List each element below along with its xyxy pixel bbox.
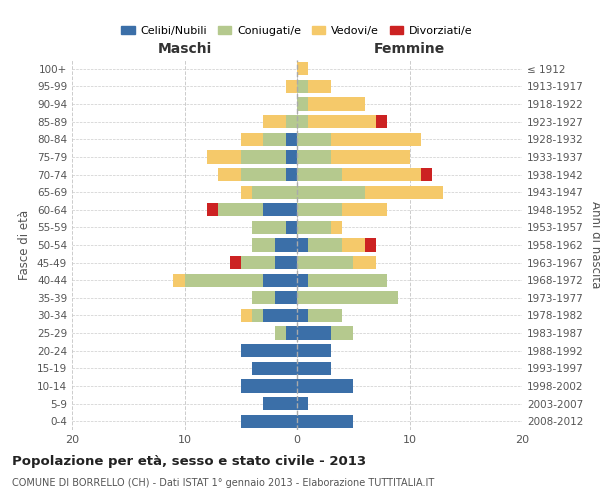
Text: Popolazione per età, sesso e stato civile - 2013: Popolazione per età, sesso e stato civil… [12,455,366,468]
Bar [252,186,297,198]
Bar [331,150,409,164]
Bar [252,291,275,304]
Bar [241,186,252,198]
Bar [241,380,297,392]
Bar [297,344,331,358]
Bar [252,362,297,375]
Bar [241,344,297,358]
Bar [263,115,286,128]
Bar [297,98,308,110]
Bar [297,326,331,340]
Bar [308,98,365,110]
Bar [308,80,331,93]
Bar [286,150,297,164]
Bar [263,274,297,287]
Legend: Celibi/Nubili, Coniugati/e, Vedovi/e, Divorziati/e: Celibi/Nubili, Coniugati/e, Vedovi/e, Di… [117,21,477,40]
Bar [331,221,342,234]
Bar [421,168,432,181]
Bar [342,238,365,252]
Bar [275,291,297,304]
Bar [297,115,308,128]
Bar [207,150,241,164]
Bar [297,132,331,146]
Bar [241,168,286,181]
Bar [241,309,252,322]
Bar [286,132,297,146]
Bar [353,256,376,269]
Bar [297,309,308,322]
Bar [308,238,342,252]
Bar [241,414,297,428]
Bar [229,256,241,269]
Bar [263,132,286,146]
Bar [241,256,275,269]
Bar [308,274,387,287]
Bar [297,397,308,410]
Text: COMUNE DI BORRELLO (CH) - Dati ISTAT 1° gennaio 2013 - Elaborazione TUTTITALIA.I: COMUNE DI BORRELLO (CH) - Dati ISTAT 1° … [12,478,434,488]
Bar [263,397,297,410]
Bar [252,221,286,234]
Bar [241,150,286,164]
Bar [263,203,297,216]
Bar [241,132,263,146]
Y-axis label: Anni di nascita: Anni di nascita [589,202,600,288]
Bar [275,326,286,340]
Bar [297,238,308,252]
Bar [342,168,421,181]
Bar [286,326,297,340]
Bar [342,203,387,216]
Bar [297,168,342,181]
Y-axis label: Fasce di età: Fasce di età [19,210,31,280]
Bar [185,274,263,287]
Text: Femmine: Femmine [374,42,445,56]
Bar [252,309,263,322]
Bar [297,186,365,198]
Bar [218,168,241,181]
Bar [308,115,376,128]
Text: Maschi: Maschi [157,42,212,56]
Bar [252,238,275,252]
Bar [297,291,398,304]
Bar [331,132,421,146]
Bar [297,203,342,216]
Bar [297,62,308,76]
Bar [286,221,297,234]
Bar [331,326,353,340]
Bar [218,203,263,216]
Bar [263,309,297,322]
Bar [297,150,331,164]
Bar [286,168,297,181]
Bar [297,80,308,93]
Bar [286,115,297,128]
Bar [297,414,353,428]
Bar [297,362,331,375]
Bar [297,221,331,234]
Bar [365,186,443,198]
Bar [207,203,218,216]
Bar [365,238,376,252]
Bar [297,274,308,287]
Bar [297,380,353,392]
Bar [308,309,342,322]
Bar [286,80,297,93]
Bar [376,115,387,128]
Bar [275,256,297,269]
Bar [173,274,185,287]
Bar [275,238,297,252]
Bar [297,256,353,269]
